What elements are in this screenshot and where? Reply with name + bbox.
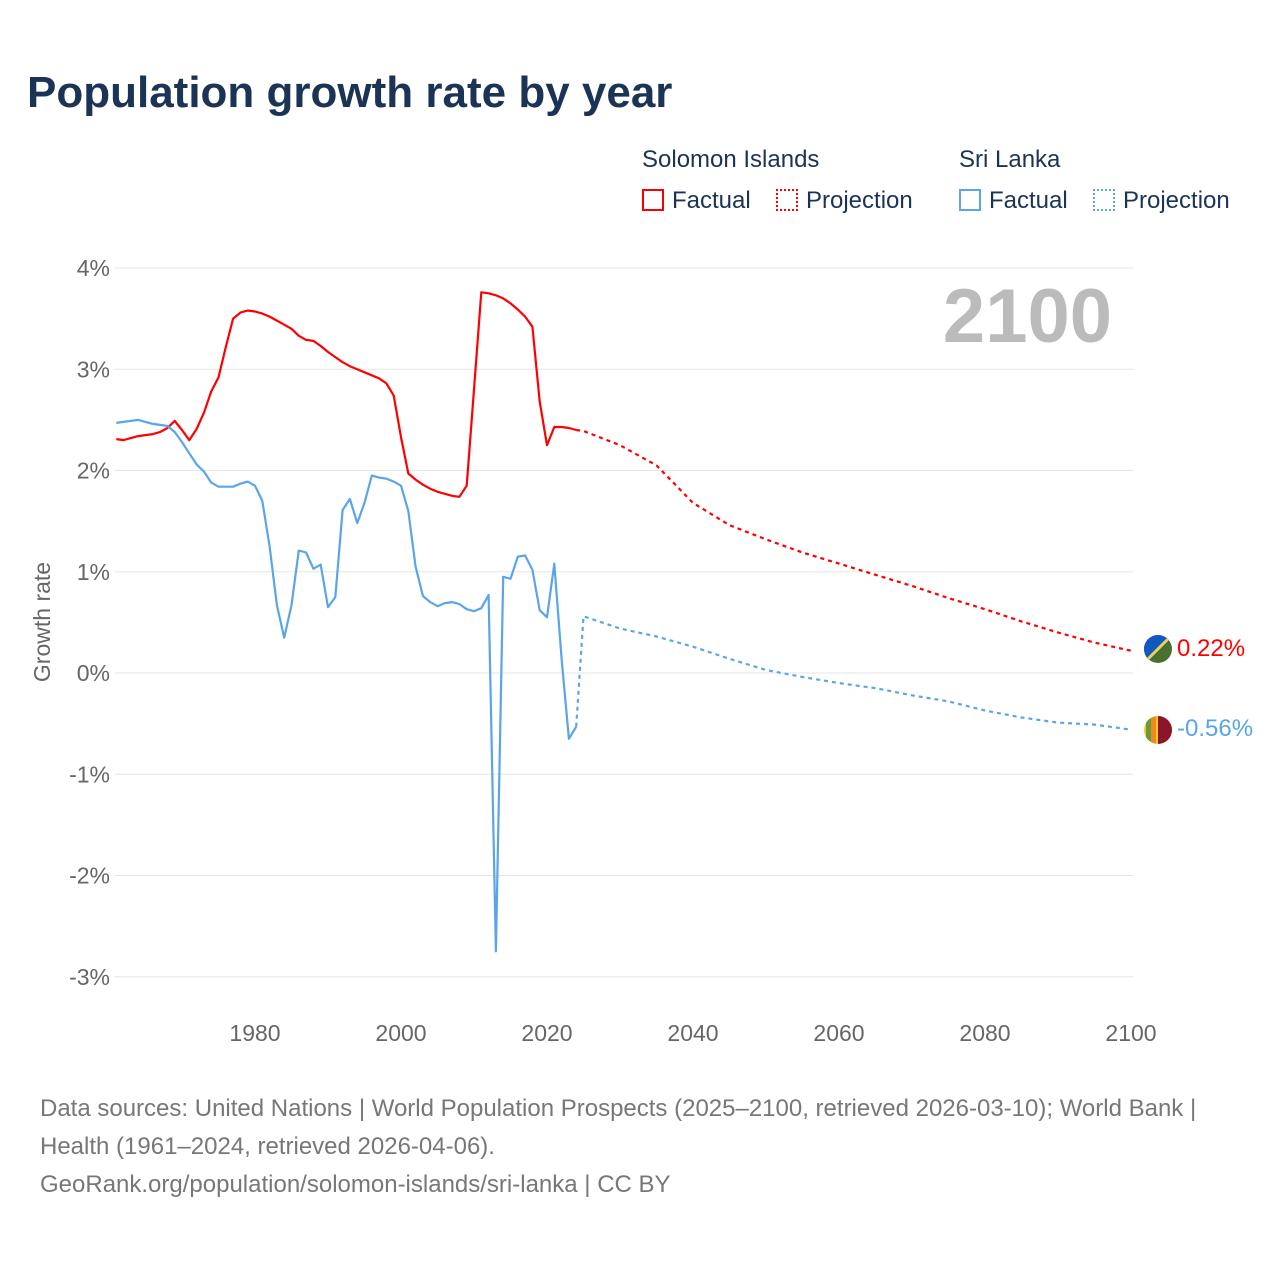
watermark-year: 2100	[943, 274, 1112, 359]
y-tick-label: 4%	[77, 255, 110, 281]
end-label-srilanka: -0.56%	[1177, 715, 1253, 742]
x-tick-label: 2060	[813, 1020, 864, 1046]
end-label-solomon: 0.22%	[1177, 635, 1245, 662]
legend-srilanka-projection[interactable]: Projection	[1093, 187, 1230, 215]
source-line-2[interactable]: GeoRank.org/population/solomon-islands/s…	[40, 1171, 671, 1198]
legend-solomon-factual[interactable]: Factual	[642, 187, 751, 215]
x-tick-label: 2020	[521, 1020, 572, 1046]
page-title: Population growth rate by year	[27, 68, 673, 117]
x-tick-label: 2000	[375, 1020, 426, 1046]
legend-swatch	[1093, 189, 1115, 211]
y-axis-label: Growth rate	[29, 562, 55, 682]
legend-solomon-projection[interactable]: Projection	[776, 187, 913, 215]
series-line-sri-lanka-factual	[116, 418, 578, 953]
legend-label: Factual	[672, 187, 751, 214]
legend-swatch	[959, 189, 981, 211]
series-line-solomon-islands-projection	[576, 428, 1132, 652]
y-tick-label: 0%	[77, 660, 110, 686]
legend-swatch	[776, 189, 798, 211]
source-line-1: Data sources: United Nations | World Pop…	[40, 1095, 1197, 1160]
y-tick-label: 3%	[77, 356, 110, 382]
x-tick-label: 2080	[959, 1020, 1010, 1046]
y-tick-label: 2%	[77, 458, 110, 484]
y-tick-label: 1%	[77, 559, 110, 585]
x-tick-label: 2040	[667, 1020, 718, 1046]
y-tick-label: -1%	[69, 761, 110, 787]
plot-area: 2100 Growth rate 4% 3% 2% 1% 0% -1% -2% -3% 1980…	[29, 255, 1253, 1046]
legend-label: Projection	[806, 187, 913, 214]
legend-label: Projection	[1123, 187, 1230, 214]
legend-group-solomon: Solomon Islands	[642, 146, 820, 173]
series-line-solomon-islands-factual	[116, 291, 577, 498]
y-tick-label: -3%	[69, 964, 110, 990]
y-tick-label: -2%	[69, 863, 110, 889]
x-tick-label: 1980	[229, 1020, 280, 1046]
legend-swatch	[642, 189, 664, 211]
x-tick-label: 2100	[1105, 1020, 1156, 1046]
legend-srilanka-factual[interactable]: Factual	[959, 187, 1068, 215]
legend-label: Factual	[989, 187, 1068, 214]
legend-group-srilanka: Sri Lanka	[959, 146, 1061, 173]
flag-solomon-icon	[1144, 635, 1172, 663]
source-note: Data sources: United Nations | World Pop…	[40, 1090, 1240, 1204]
flag-srilanka-icon	[1144, 716, 1172, 744]
